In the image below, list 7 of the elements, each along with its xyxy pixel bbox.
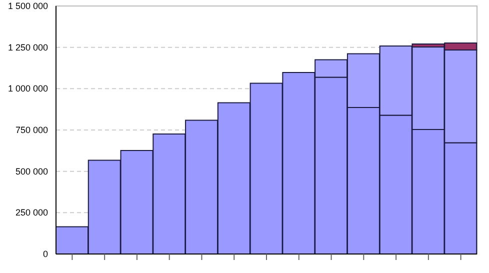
- y-tick-label: 750 000: [15, 125, 48, 135]
- y-tick-label: 1 250 000: [8, 42, 48, 52]
- y-tick-label: 1 500 000: [8, 1, 48, 11]
- y-tick-label: 0: [42, 249, 48, 259]
- y-tick-label: 500 000: [15, 166, 48, 176]
- y-tick-label: 250 000: [15, 208, 48, 218]
- y-tick-label: 1 000 000: [8, 84, 48, 94]
